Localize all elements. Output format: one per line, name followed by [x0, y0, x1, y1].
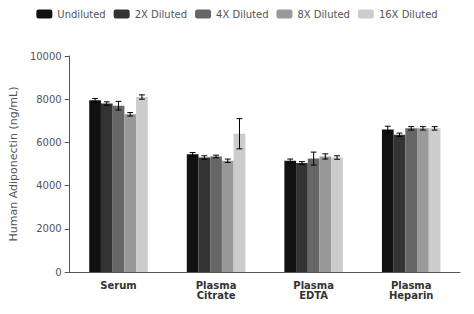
- svg-text:10000: 10000: [30, 51, 62, 62]
- svg-text:2X Diluted: 2X Diluted: [135, 9, 187, 20]
- svg-text:Heparin: Heparin: [389, 290, 434, 301]
- svg-text:Plasma: Plasma: [390, 279, 432, 291]
- svg-text:4000: 4000: [36, 180, 61, 191]
- svg-text:2000: 2000: [36, 223, 61, 234]
- svg-text:8000: 8000: [36, 94, 61, 105]
- svg-text:6000: 6000: [36, 137, 61, 148]
- svg-text:Serum: Serum: [100, 280, 136, 291]
- svg-text:Human Adiponectin (ng/mL): Human Adiponectin (ng/mL): [7, 87, 20, 242]
- svg-text:16X Diluted: 16X Diluted: [379, 9, 438, 20]
- svg-text:Undiluted: Undiluted: [57, 9, 105, 20]
- svg-text:EDTA: EDTA: [299, 290, 328, 301]
- svg-text:Plasma: Plasma: [195, 279, 237, 291]
- svg-text:4X Diluted: 4X Diluted: [216, 9, 268, 20]
- svg-text:0: 0: [55, 267, 61, 278]
- svg-text:8X Diluted: 8X Diluted: [297, 9, 349, 20]
- svg-text:Plasma: Plasma: [293, 279, 334, 291]
- svg-text:Citrate: Citrate: [197, 290, 236, 301]
